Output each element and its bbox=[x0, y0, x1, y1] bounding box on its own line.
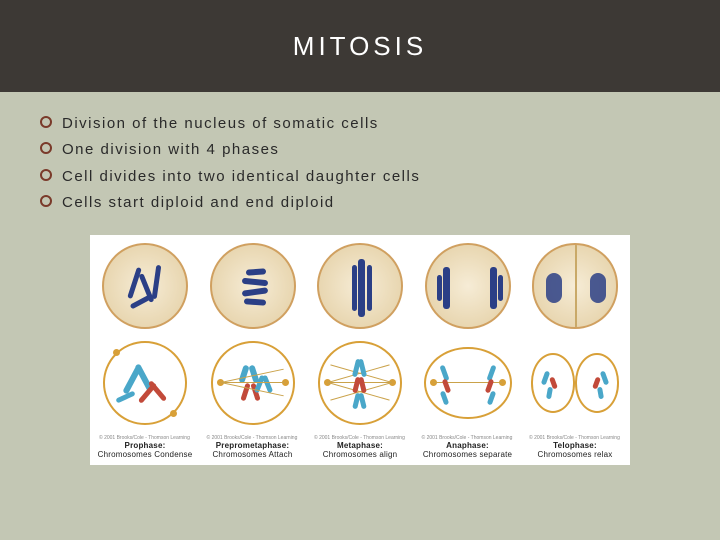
phase-caption: Preprometaphase: Chromosomes Attach bbox=[212, 441, 292, 459]
bullet-text: Division of the nucleus of somatic cells bbox=[62, 115, 379, 132]
phase-caption: Telophase: Chromosomes relax bbox=[538, 441, 613, 459]
micrograph-metaphase bbox=[317, 243, 403, 329]
phase-name: Telophase: bbox=[538, 441, 613, 450]
phase-name: Anaphase: bbox=[423, 441, 512, 450]
phase-name: Prophase: bbox=[98, 441, 193, 450]
slide-title: MITOSIS bbox=[293, 31, 427, 62]
phase-col-anaphase bbox=[419, 243, 517, 337]
ring-bullet-icon bbox=[40, 195, 52, 207]
diagram-telophase bbox=[529, 337, 621, 429]
diagram-metaphase bbox=[314, 337, 406, 429]
bullet-item: Division of the nucleus of somatic cells bbox=[40, 114, 680, 134]
micrograph-telophase bbox=[532, 243, 618, 329]
bullet-item: Cell divides into two identical daughter… bbox=[40, 167, 680, 187]
slide-content: Division of the nucleus of somatic cells… bbox=[0, 92, 720, 465]
diagram-row: © 2001 Brooks/Cole - Thomson Learning Pr… bbox=[96, 337, 624, 459]
micrograph-row bbox=[96, 243, 624, 337]
phase-col-prophase bbox=[96, 243, 194, 337]
bullet-item: One division with 4 phases bbox=[40, 140, 680, 160]
phase-caption: Metaphase: Chromosomes align bbox=[323, 441, 398, 459]
diagram-col: © 2001 Brooks/Cole - Thomson Learning Me… bbox=[311, 337, 409, 459]
phase-sub: Chromosomes Condense bbox=[98, 450, 193, 459]
phase-name: Metaphase: bbox=[323, 441, 398, 450]
bullet-text: One division with 4 phases bbox=[62, 141, 279, 158]
phase-caption: Anaphase: Chromosomes separate bbox=[423, 441, 512, 459]
phase-col-metaphase bbox=[311, 243, 409, 337]
diagram-prophase bbox=[99, 337, 191, 429]
ring-bullet-icon bbox=[40, 142, 52, 154]
phase-col-prometaphase bbox=[204, 243, 302, 337]
bullet-text: Cells start diploid and end diploid bbox=[62, 194, 335, 211]
phase-sub: Chromosomes separate bbox=[423, 450, 512, 459]
diagram-prometaphase bbox=[207, 337, 299, 429]
phase-sub: Chromosomes align bbox=[323, 450, 398, 459]
slide-header: MITOSIS bbox=[0, 0, 720, 92]
micrograph-prophase bbox=[102, 243, 188, 329]
ring-bullet-icon bbox=[40, 169, 52, 181]
bullet-item: Cells start diploid and end diploid bbox=[40, 193, 680, 213]
micrograph-anaphase bbox=[425, 243, 511, 329]
diagram-anaphase bbox=[422, 337, 514, 429]
phase-sub: Chromosomes relax bbox=[538, 450, 613, 459]
bullet-text: Cell divides into two identical daughter… bbox=[62, 168, 420, 185]
bullet-list: Division of the nucleus of somatic cells… bbox=[40, 114, 680, 213]
phase-caption: Prophase: Chromosomes Condense bbox=[98, 441, 193, 459]
mitosis-figure: © 2001 Brooks/Cole - Thomson Learning Pr… bbox=[90, 235, 630, 465]
diagram-col: © 2001 Brooks/Cole - Thomson Learning Te… bbox=[526, 337, 624, 459]
ring-bullet-icon bbox=[40, 116, 52, 128]
phase-name: Preprometaphase: bbox=[212, 441, 292, 450]
phase-sub: Chromosomes Attach bbox=[212, 450, 292, 459]
diagram-col: © 2001 Brooks/Cole - Thomson Learning An… bbox=[419, 337, 517, 459]
diagram-col: © 2001 Brooks/Cole - Thomson Learning Pr… bbox=[96, 337, 194, 459]
phase-col-telophase bbox=[526, 243, 624, 337]
diagram-col: © 2001 Brooks/Cole - Thomson Learning Pr… bbox=[204, 337, 302, 459]
micrograph-prometaphase bbox=[210, 243, 296, 329]
